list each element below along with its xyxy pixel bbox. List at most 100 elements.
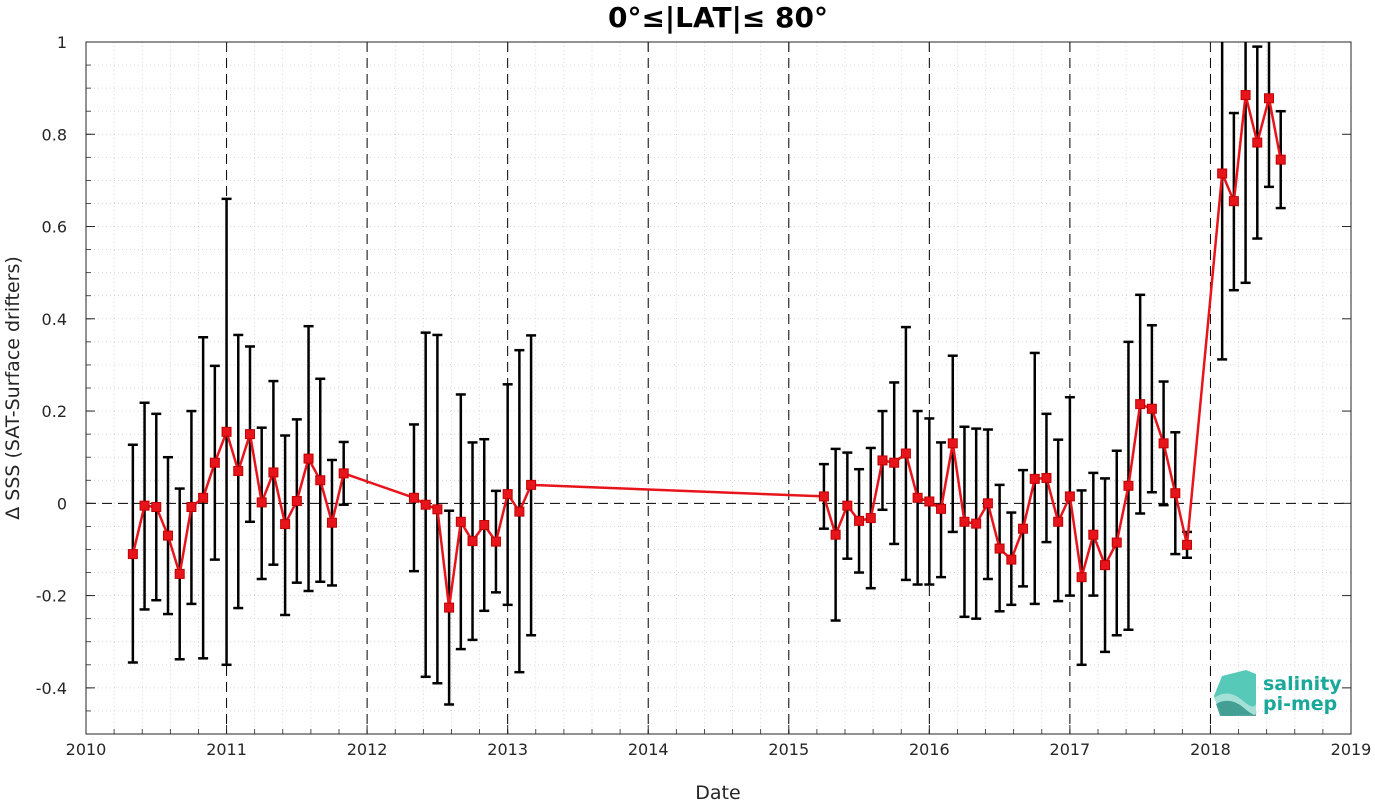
data-point-marker [268,467,279,478]
wave-logo-icon [1214,670,1257,716]
data-point-marker [280,519,291,530]
data-point-marker [1252,137,1263,148]
data-point-marker [1053,516,1064,527]
y-tick-label: -0.4 [36,679,67,698]
data-point-marker [139,500,150,511]
data-point-marker [912,492,923,503]
data-point-marker [900,448,911,459]
data-point-marker [1088,529,1099,540]
data-point-marker [526,479,537,490]
data-point-marker [1006,554,1017,565]
data-point-marker [1146,403,1157,414]
data-point-marker [408,492,419,503]
logo-text-salinity: salinity [1263,673,1342,695]
data-point-marker [186,502,197,513]
y-tick-label: 0 [57,494,67,513]
data-point-marker [326,517,337,528]
x-tick-label: 2010 [66,740,107,759]
data-point-marker [479,520,490,531]
x-axis-label: Date [695,782,740,801]
data-point-marker [877,455,888,466]
data-point-marker [514,506,525,517]
data-point-marker [842,500,853,511]
data-point-marker [174,568,185,579]
x-tick-label: 2012 [347,740,388,759]
data-point-marker [162,530,173,541]
data-point-marker [889,457,900,468]
data-point-marker [467,536,478,547]
data-point-marker [830,529,841,540]
data-point-marker [865,513,876,524]
y-tick-label: -0.2 [36,587,67,606]
y-tick-label: 0.2 [42,402,67,421]
data-point-marker [127,549,138,560]
data-point-marker [256,497,267,508]
data-point-marker [502,489,513,500]
data-point-marker [959,516,970,527]
y-tick-label: 0.8 [42,125,67,144]
data-point-marker [209,457,220,468]
data-point-marker [338,468,349,479]
data-point-marker [982,498,993,509]
x-tick-label: 2013 [487,740,528,759]
axis-ticks [85,41,1352,735]
series-markers [127,90,1286,613]
data-point-marker [432,504,443,515]
data-point-marker [420,499,431,510]
data-point-marker [936,503,947,514]
data-point-marker [221,426,232,437]
data-point-marker [315,475,326,486]
data-point-marker [1275,154,1286,165]
data-point-marker [1076,572,1087,583]
data-point-marker [244,429,255,440]
data-point-marker [1182,539,1193,550]
data-point-marker [1064,491,1075,502]
data-point-marker [1240,90,1251,101]
data-point-marker [1123,480,1134,491]
y-tick-labels: -0.4 -0.2 0 0.2 0.4 0.6 0.8 1 [36,33,67,698]
x-tick-label: 2011 [206,740,247,759]
data-point-marker [971,518,982,529]
data-point-marker [1170,488,1181,499]
data-point-marker [854,515,865,526]
data-point-marker [233,466,244,477]
series-polyline [131,93,1282,609]
data-point-marker [1100,560,1111,571]
data-point-marker [1264,93,1275,104]
data-point-marker [291,496,302,507]
data-point-marker [198,492,209,503]
x-tick-labels: 2010 2011 2012 2013 2014 2015 2016 2017 2018 2019 [66,740,1372,759]
x-tick-label: 2019 [1331,740,1372,759]
data-point-marker [1135,399,1146,410]
y-tick-label: 1 [57,33,67,52]
data-point-marker [1158,438,1169,449]
x-tick-label: 2017 [1050,740,1091,759]
data-point-marker [1228,196,1239,207]
data-point-marker [1217,168,1228,179]
data-point-marker [818,491,829,502]
x-tick-label: 2015 [768,740,809,759]
data-point-marker [444,602,455,613]
data-point-marker [1018,523,1029,534]
data-point-marker [303,453,314,464]
data-point-marker [947,438,958,449]
logo-text-pi-mep: pi-mep [1263,693,1337,715]
data-point-marker [994,543,1005,554]
data-point-marker [924,496,935,507]
data-point-marker [455,516,466,527]
x-tick-label: 2014 [628,740,669,759]
data-point-marker [1029,473,1040,484]
y-axis-label: Δ SSS (SAT-Surface drifters) [2,256,24,520]
y-tick-label: 0.6 [42,218,67,237]
data-point-marker [1111,537,1122,548]
chart-title: 0°≤|LAT|≤ 80° [608,1,828,34]
series-line [131,93,1282,609]
data-point-marker [1041,472,1052,483]
salinity-pi-mep-logo: salinity pi-mep [1214,670,1342,716]
x-tick-label: 2018 [1190,740,1231,759]
x-tick-label: 2016 [909,740,950,759]
data-point-marker [490,536,501,547]
data-point-marker [151,502,162,513]
y-tick-label: 0.4 [42,310,67,329]
